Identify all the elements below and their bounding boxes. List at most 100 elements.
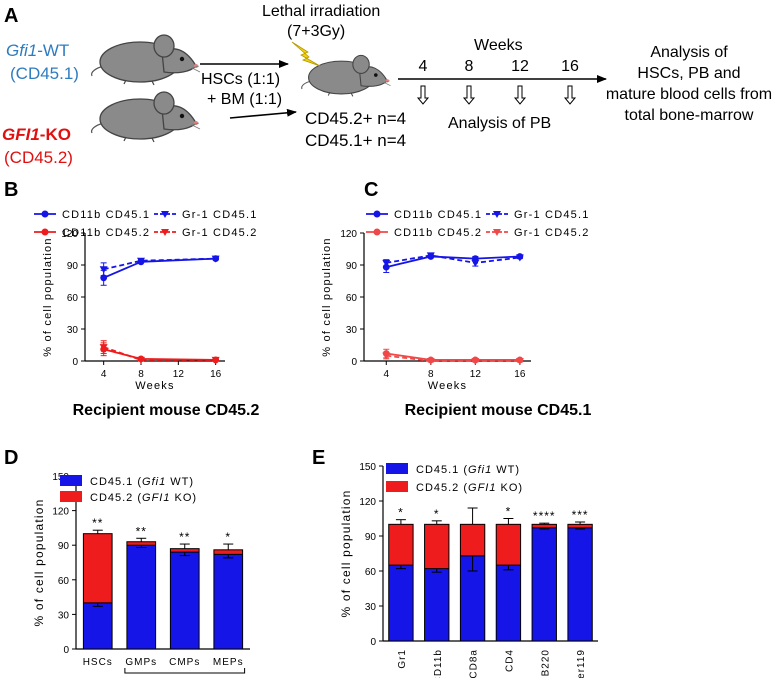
x-tick-label: B220	[540, 649, 551, 676]
mouse-feet	[327, 92, 354, 97]
legend-label: Gr-1 CD45.1	[182, 209, 258, 221]
mouse-whiskers	[191, 122, 201, 130]
legend-d-wt-swatch	[60, 475, 82, 486]
significance-label: *	[225, 530, 231, 544]
y-tick-label: 30	[58, 610, 70, 621]
panel-label-a: A	[4, 5, 18, 27]
y-tick-label: 0	[351, 357, 357, 368]
chart-panel-b: 0 30 60 90 120 4 8 12 16 Weeks % of cell populatio…	[42, 229, 225, 392]
bar-segment-wt	[83, 602, 113, 649]
data-point	[137, 356, 145, 364]
bar-segment-wt	[388, 565, 414, 641]
legend-e-ko-swatch	[386, 481, 408, 492]
y-tick-label: 90	[67, 261, 79, 272]
chart-panel-e: 0 30 60 90 120 150 % of cell population * Gr1 * CD…	[339, 462, 598, 678]
y-tick-label: 30	[346, 325, 358, 336]
legend-label: Gr-1 CD45.2	[182, 227, 258, 239]
recipients-label-1: CD45.2+ n=4	[305, 109, 406, 128]
irradiation-label-2: (7+3Gy)	[287, 23, 345, 40]
mouse-ear	[352, 54, 370, 74]
timeline-down-arrow-icon	[563, 85, 577, 105]
bar-segment-ko	[496, 524, 521, 566]
legend-label: Gr-1 CD45.1	[514, 209, 590, 221]
panel-label-c: C	[364, 179, 378, 201]
panel-a-schematic: Gfi1-WT (CD45.1) GFI1-KO (CD45.2) HSCs (…	[2, 3, 772, 167]
y-tick-label: 60	[346, 293, 358, 304]
y-tick-label: 120	[52, 507, 69, 518]
data-point	[515, 358, 524, 365]
chart-c-title: Recipient mouse CD45.1	[405, 402, 592, 419]
timeline-weeks: 4 8 12 16	[416, 58, 579, 105]
y-tick-label: 60	[365, 567, 377, 578]
bar-segment-ko	[388, 524, 414, 566]
data-point	[471, 259, 480, 267]
arrow-ko-to-recipient	[229, 108, 297, 119]
series-line	[386, 354, 520, 362]
mouse-ear	[153, 34, 175, 58]
bar-segment-wt	[213, 554, 243, 649]
x-tick-label: HSCs	[83, 657, 113, 668]
bar-segment-ko	[170, 548, 200, 553]
ko-genotype-label: GFI1-KO	[2, 125, 71, 144]
panel-label-d: D	[4, 447, 18, 469]
mouse-whiskers	[383, 80, 391, 87]
x-tick-label: CD4	[504, 649, 515, 672]
mouse-ear	[153, 91, 175, 115]
data-point	[426, 252, 435, 260]
y-tick-label: 120	[359, 497, 376, 508]
y-axis-label: % of cell population	[42, 237, 54, 356]
mouse-feet	[123, 79, 155, 86]
legend-marker-circle	[373, 210, 381, 218]
y-tick-label: 90	[58, 541, 70, 552]
final-analysis-line-2: HSCs, PB and	[637, 65, 740, 82]
mouse-whiskers	[191, 65, 201, 73]
x-tick-label: Ter119	[576, 649, 587, 678]
recipients-label-2: CD45.1+ n=4	[305, 131, 406, 150]
legend-marker-circle	[373, 228, 381, 236]
wt-genotype-label: Gfi1-WT	[6, 41, 69, 60]
panel-label-e: E	[312, 447, 325, 469]
legend-d-ko-label: CD45.2 (GFI1 KO)	[90, 492, 197, 504]
y-tick-label: 90	[346, 261, 358, 272]
donor-mouse-ko	[91, 91, 201, 143]
y-tick-label: 0	[370, 637, 376, 648]
bar-segment-wt	[170, 552, 200, 649]
final-analysis-line-4: total bone-marrow	[625, 107, 754, 124]
bar-segment-wt	[424, 568, 449, 641]
x-tick-label: GMPs	[125, 657, 157, 668]
legend-marker-triangle	[493, 229, 501, 236]
irradiation-label-1: Lethal irradiation	[262, 3, 380, 20]
legend-panel-d: CD45.1 (Gfi1 WT) CD45.2 (GFI1 KO)	[60, 475, 197, 504]
mouse-eye	[373, 73, 378, 77]
y-tick-label: 120	[340, 229, 357, 240]
data-point	[99, 266, 108, 274]
series-line	[386, 254, 520, 264]
data-point	[471, 358, 480, 365]
panel-label-b: B	[4, 179, 18, 201]
legend-panel-e: CD45.1 (Gfi1 WT) CD45.2 (GFI1 KO)	[386, 463, 523, 494]
legend-marker-triangle	[161, 229, 169, 236]
series-line	[103, 257, 216, 279]
legend-d-wt-label: CD45.1 (Gfi1 WT)	[90, 476, 194, 488]
weeks-title: Weeks	[474, 37, 523, 54]
x-tick-label: MEPs	[213, 657, 244, 668]
legend-e-wt-swatch	[386, 463, 408, 474]
donor-mouse-wt	[91, 34, 201, 86]
x-tick-label: 4	[101, 369, 107, 380]
bar-segment-ko	[532, 524, 557, 528]
final-analysis-line-1: Analysis of	[650, 44, 728, 61]
mouse-eye	[179, 56, 185, 62]
group-bracket	[124, 668, 246, 674]
transplant-label-2: + BM (1:1)	[207, 91, 282, 108]
wt-cd-label: (CD45.1)	[10, 64, 79, 83]
significance-label: ***	[572, 508, 589, 522]
lightning-bolt-icon	[291, 41, 321, 67]
significance-label: **	[92, 516, 103, 530]
timeline-week-label: 12	[511, 58, 529, 75]
timeline-down-arrow-icon	[416, 85, 430, 105]
legend-e-ko-label: CD45.2 (GFI1 KO)	[416, 482, 523, 494]
y-tick-label: 0	[72, 357, 78, 368]
bar-segment-wt	[567, 527, 593, 641]
recipient-mouse	[301, 54, 391, 97]
